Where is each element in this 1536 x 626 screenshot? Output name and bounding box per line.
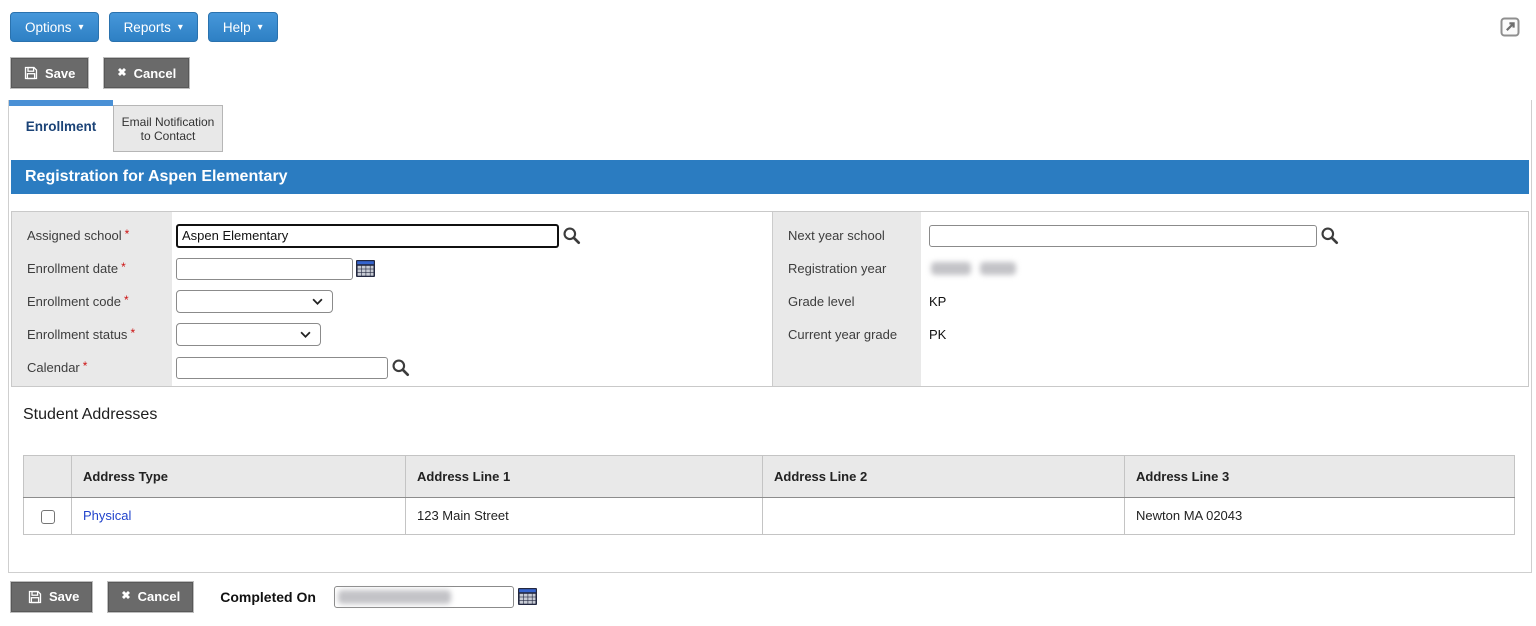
- tab-enrollment-label: Enrollment: [25, 118, 97, 134]
- caret-down-icon: ▾: [257, 22, 263, 33]
- table-row: Physical 123 Main Street Newton MA 02043: [23, 497, 1515, 535]
- open-in-new-window-icon[interactable]: [1500, 17, 1520, 37]
- search-icon[interactable]: [1320, 226, 1339, 245]
- form-left-column: Assigned school* Enrollment date*: [12, 212, 773, 386]
- reports-menu-button[interactable]: Reports ▾: [108, 12, 198, 42]
- options-menu-label: Options: [25, 19, 72, 35]
- assigned-school-row: Assigned school *: [12, 219, 772, 252]
- address-line1-cell: 123 Main Street: [405, 497, 763, 535]
- chevron-down-icon: [300, 331, 311, 338]
- cancel-button-label: Cancel: [133, 65, 177, 81]
- required-asterisk: *: [121, 260, 126, 274]
- cancel-button-label: Cancel: [137, 589, 181, 605]
- top-toolbar: Save ✖ Cancel: [10, 57, 1536, 89]
- grade-level-label: Grade level: [788, 294, 855, 309]
- required-asterisk: *: [130, 326, 136, 340]
- cancel-button-bottom[interactable]: ✖ Cancel: [107, 580, 195, 613]
- assigned-school-label: Assigned school *: [27, 227, 130, 243]
- tab-email-notification[interactable]: Email Notification to Contact: [113, 105, 223, 152]
- page-title-bar: Registration for Aspen Elementary: [11, 160, 1529, 194]
- calendar-icon[interactable]: [517, 588, 537, 606]
- address-line2-header: Address Line 2: [762, 455, 1125, 498]
- next-year-school-input[interactable]: [929, 224, 1317, 247]
- form-right-column: Next year school Registration year: [773, 212, 1528, 386]
- current-year-grade-value: PK: [929, 327, 947, 342]
- completed-on-label: Completed On: [220, 588, 316, 605]
- save-disk-icon: [28, 590, 42, 604]
- select-column-header: [23, 455, 72, 498]
- calendar-icon[interactable]: [356, 260, 375, 277]
- enrollment-date-input[interactable]: [176, 257, 353, 280]
- registration-year-redacted-value: [921, 262, 1016, 275]
- save-button[interactable]: Save: [10, 57, 90, 89]
- caret-down-icon: ▾: [78, 22, 84, 33]
- address-type-link[interactable]: Physical: [83, 508, 132, 524]
- required-asterisk: *: [123, 293, 129, 307]
- search-icon[interactable]: [562, 226, 581, 245]
- calendar-row: Calendar *: [12, 351, 772, 384]
- footer-toolbar: Save ✖ Cancel Completed On: [10, 580, 1536, 613]
- page-content: Enrollment Email Notification to Contact…: [8, 100, 1532, 573]
- save-button-bottom[interactable]: Save: [10, 580, 94, 613]
- completed-on-input[interactable]: [333, 585, 514, 608]
- student-addresses-table: Address Type Address Line 1 Address Line…: [23, 455, 1515, 535]
- enrollment-code-label: Enrollment code *: [27, 293, 129, 309]
- cancel-x-icon: ✖: [121, 590, 131, 603]
- address-line2-cell: [762, 497, 1125, 535]
- required-asterisk: *: [82, 359, 88, 373]
- page-title: Registration for Aspen Elementary: [25, 168, 288, 185]
- current-year-grade-row: Current year grade PK: [773, 318, 1528, 351]
- row-checkbox[interactable]: [40, 509, 55, 524]
- grade-level-row: Grade level KP: [773, 285, 1528, 318]
- chevron-down-icon: [312, 298, 323, 305]
- student-addresses-section: Student Addresses Address Type Address L…: [23, 406, 1531, 535]
- save-button-label: Save: [49, 589, 80, 605]
- enrollment-date-label: Enrollment date *: [27, 260, 126, 276]
- next-year-school-label: Next year school: [788, 228, 885, 243]
- table-header-row: Address Type Address Line 1 Address Line…: [23, 455, 1515, 498]
- next-year-school-row: Next year school: [773, 219, 1528, 252]
- enrollment-status-label: Enrollment status *: [27, 326, 136, 342]
- help-menu-label: Help: [222, 19, 251, 35]
- reports-menu-label: Reports: [123, 19, 171, 35]
- save-disk-icon: [24, 66, 38, 80]
- enrollment-code-select[interactable]: [176, 290, 333, 313]
- student-addresses-title: Student Addresses: [23, 406, 158, 423]
- enrollment-status-row: Enrollment status *: [12, 318, 772, 351]
- caret-down-icon: ▾: [177, 22, 183, 33]
- registration-year-row: Registration year: [773, 252, 1528, 285]
- tab-email-notification-label: Email Notification to Contact: [121, 114, 215, 143]
- enrollment-code-row: Enrollment code *: [12, 285, 772, 318]
- current-year-grade-label: Current year grade: [788, 327, 898, 342]
- cancel-x-icon: ✖: [117, 66, 127, 79]
- enrollment-form: Assigned school* Enrollment date*: [11, 211, 1529, 387]
- address-line3-cell: Newton MA 02043: [1124, 497, 1515, 535]
- required-asterisk: *: [124, 227, 130, 241]
- enrollment-date-row: Enrollment date *: [12, 252, 772, 285]
- address-line3-header: Address Line 3: [1124, 455, 1515, 498]
- save-button-label: Save: [45, 65, 76, 81]
- address-type-header: Address Type: [71, 455, 406, 498]
- calendar-input[interactable]: [176, 356, 388, 379]
- help-menu-button[interactable]: Help ▾: [207, 12, 278, 42]
- tab-bar: Enrollment Email Notification to Contact: [9, 100, 1531, 152]
- enrollment-status-select[interactable]: [176, 323, 321, 346]
- calendar-label: Calendar *: [27, 359, 88, 375]
- grade-level-value: KP: [929, 294, 947, 309]
- address-line1-header: Address Line 1: [405, 455, 763, 498]
- options-menu-button[interactable]: Options ▾: [10, 12, 99, 42]
- registration-year-label: Registration year: [788, 261, 887, 276]
- menubar: Options ▾ Reports ▾ Help ▾: [0, 0, 1536, 42]
- cancel-button[interactable]: ✖ Cancel: [103, 57, 191, 89]
- search-icon[interactable]: [391, 358, 410, 377]
- tab-enrollment[interactable]: Enrollment: [9, 100, 113, 152]
- assigned-school-input[interactable]: [176, 223, 559, 248]
- completed-on-redacted-value: [337, 589, 451, 604]
